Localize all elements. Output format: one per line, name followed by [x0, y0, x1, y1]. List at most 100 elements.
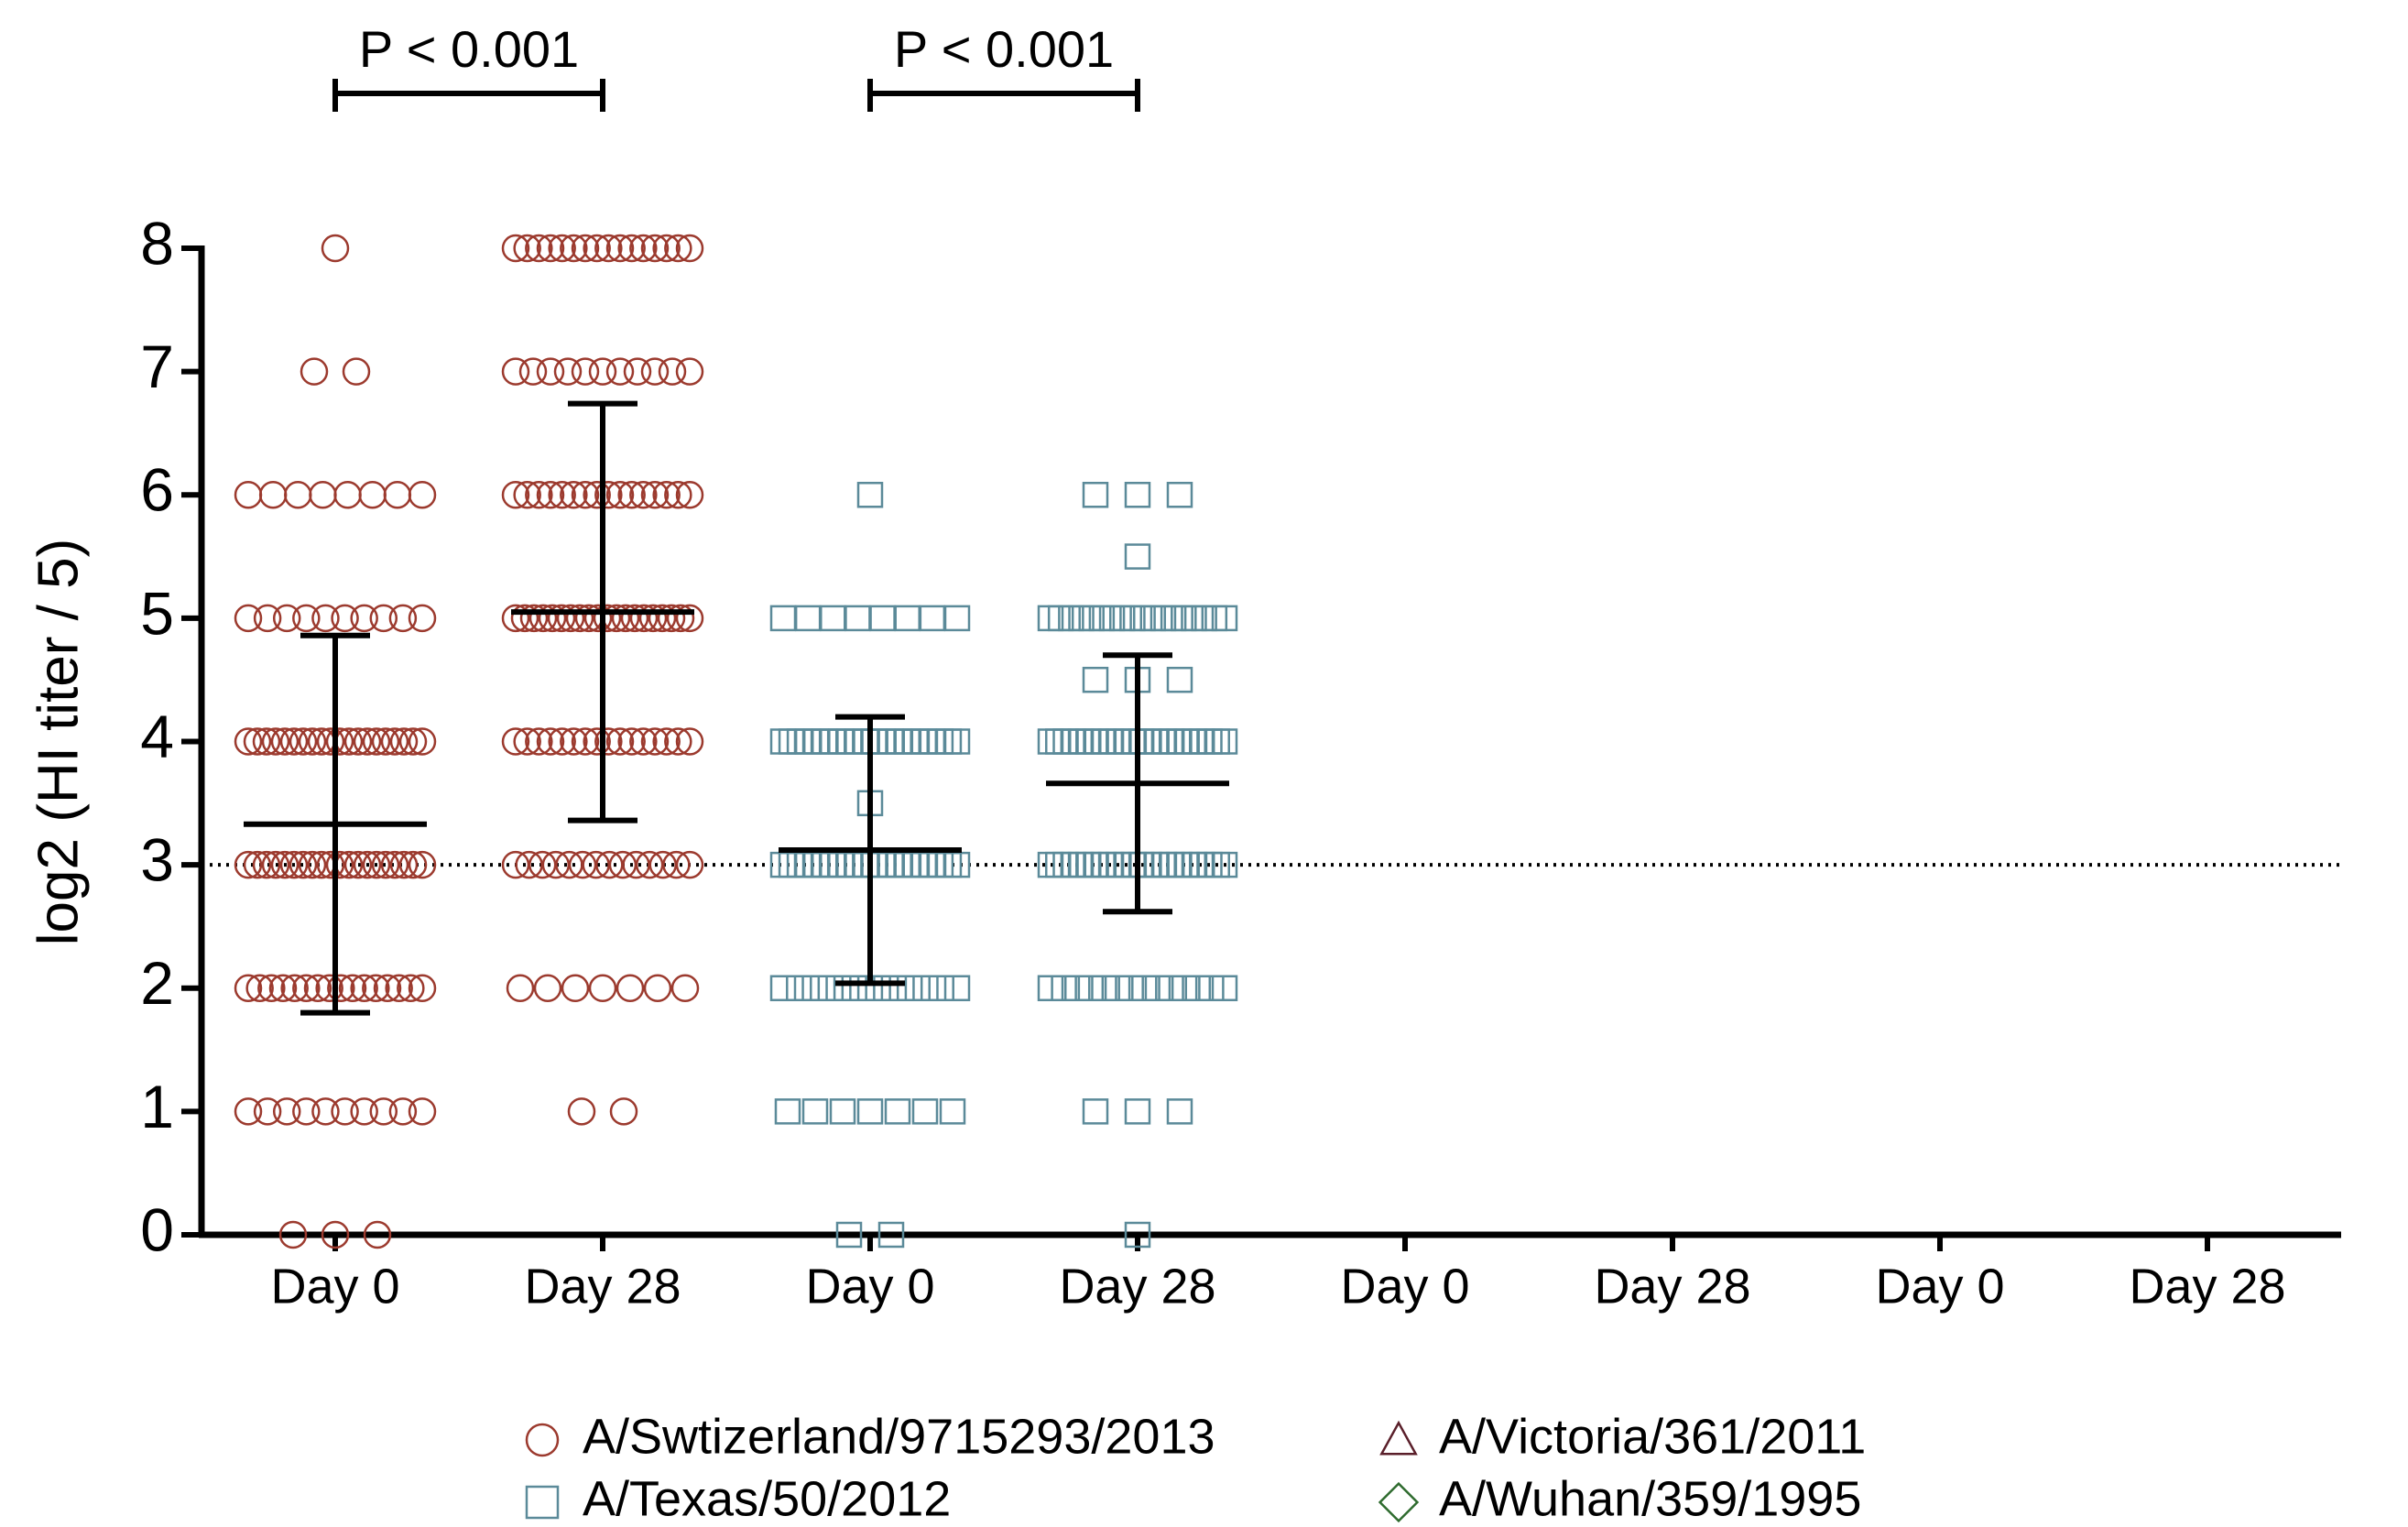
data-point — [525, 727, 553, 756]
data-point — [284, 481, 312, 509]
data-point — [865, 975, 891, 1001]
data-point — [1106, 728, 1132, 755]
data-point — [560, 481, 588, 509]
data-point — [525, 481, 553, 509]
data-point — [880, 975, 908, 1001]
data-point — [817, 975, 844, 1001]
data-point — [1037, 975, 1064, 1001]
data-point — [331, 604, 359, 633]
data-point — [1051, 975, 1077, 1001]
data-point — [316, 727, 345, 756]
data-point — [1143, 728, 1170, 755]
data-point — [362, 850, 391, 879]
data-point — [279, 850, 309, 879]
data-point — [261, 850, 290, 879]
data-point — [1166, 666, 1193, 693]
data-point — [245, 974, 274, 1002]
data-point — [1120, 728, 1148, 755]
data-point — [408, 481, 437, 509]
data-point — [380, 850, 409, 879]
data-point — [501, 357, 530, 386]
data-point — [836, 728, 863, 755]
data-point — [640, 727, 670, 756]
data-point — [1075, 728, 1102, 755]
data-point — [315, 974, 343, 1002]
data-point — [321, 234, 350, 263]
data-point — [1124, 1098, 1151, 1125]
data-point — [856, 482, 884, 508]
data-point — [820, 851, 846, 878]
data-point — [1188, 851, 1215, 878]
annotation: P < 0.001 — [894, 20, 1114, 78]
data-point — [1211, 605, 1238, 632]
data-point — [371, 850, 400, 879]
data-point — [1067, 728, 1095, 755]
data-point — [408, 727, 437, 756]
y-tick-label: 0 — [140, 1195, 174, 1263]
data-point — [675, 850, 704, 879]
x-tick-label: Day 0 — [1340, 1259, 1469, 1314]
data-point — [1181, 851, 1208, 878]
data-point — [801, 975, 828, 1001]
data-point — [786, 851, 813, 878]
data-point — [1060, 728, 1087, 755]
data-point — [583, 727, 611, 756]
data-point — [869, 605, 896, 632]
data-point — [380, 727, 409, 756]
data-point — [894, 851, 921, 878]
data-point — [605, 727, 635, 756]
data-point — [605, 357, 635, 386]
data-point — [853, 851, 879, 878]
data-point — [501, 481, 530, 509]
data-point — [828, 851, 855, 878]
data-point — [1166, 1098, 1193, 1125]
data-point — [943, 728, 971, 755]
data-point — [609, 1097, 638, 1126]
data-point — [778, 851, 805, 878]
data-point — [1091, 975, 1117, 1001]
data-point — [640, 481, 670, 509]
legend-symbol — [525, 1485, 560, 1520]
data-point — [350, 604, 378, 633]
data-point — [389, 727, 419, 756]
data-point — [588, 357, 617, 386]
data-point — [362, 974, 390, 1002]
data-point — [629, 604, 659, 633]
data-point — [861, 851, 888, 878]
data-point — [912, 975, 939, 1001]
data-point — [316, 850, 345, 879]
data-point — [548, 234, 576, 263]
data-point — [1052, 851, 1079, 878]
data-point — [350, 1097, 378, 1126]
data-point — [253, 1097, 282, 1126]
data-point — [778, 728, 805, 755]
data-point — [1158, 975, 1184, 1001]
data-point — [1181, 728, 1208, 755]
data-point — [769, 728, 797, 755]
data-point — [620, 604, 649, 633]
data-point — [252, 727, 281, 756]
data-point — [272, 1097, 301, 1126]
data-point — [1158, 851, 1185, 878]
data-point — [802, 728, 830, 755]
data-point — [1083, 728, 1109, 755]
data-point — [1067, 851, 1095, 878]
data-point — [560, 727, 588, 756]
legend-symbol — [1379, 1420, 1418, 1456]
data-point — [501, 727, 530, 756]
data-point — [1150, 851, 1178, 878]
data-point — [300, 357, 329, 386]
data-point — [902, 728, 930, 755]
data-point — [605, 481, 635, 509]
data-point — [1124, 482, 1151, 508]
data-point — [513, 234, 541, 263]
data-point — [1082, 1098, 1109, 1125]
data-point — [258, 481, 288, 509]
data-point — [325, 850, 354, 879]
legend-label: A/Wuhan/359/1995 — [1439, 1471, 1861, 1526]
data-point — [388, 604, 418, 633]
legend-label: A/Texas/50/2012 — [583, 1471, 951, 1526]
data-point — [1045, 728, 1072, 755]
data-point — [252, 850, 281, 879]
data-point — [877, 1221, 905, 1249]
